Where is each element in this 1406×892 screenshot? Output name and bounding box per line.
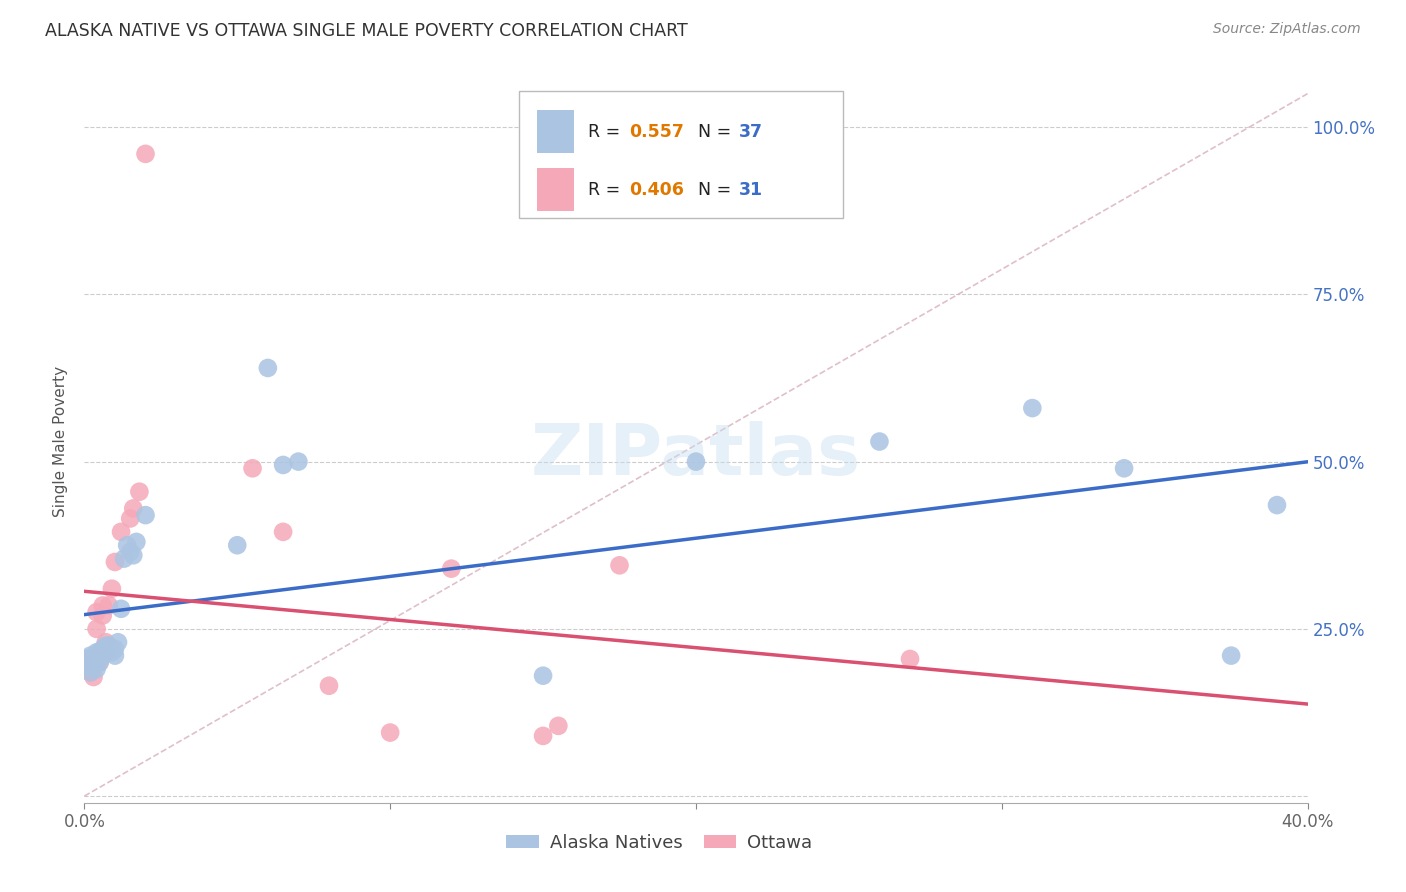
Point — [104, 555, 127, 569]
Point — [76, 652, 98, 666]
Point — [83, 652, 105, 666]
Point — [107, 635, 129, 649]
Point — [97, 599, 120, 613]
Point — [101, 645, 124, 659]
Point — [1114, 461, 1136, 475]
Point — [112, 551, 135, 566]
Point — [440, 562, 463, 576]
Point — [86, 645, 108, 659]
Point — [101, 582, 124, 596]
Point — [869, 434, 891, 449]
Point — [104, 648, 127, 663]
Point — [97, 639, 120, 653]
Point — [76, 658, 98, 673]
Point — [91, 642, 114, 657]
Text: N =: N = — [699, 122, 737, 141]
Point — [135, 508, 157, 523]
Point — [89, 645, 111, 659]
Point — [79, 665, 101, 680]
FancyBboxPatch shape — [519, 91, 842, 218]
Point — [89, 645, 111, 659]
Point — [79, 655, 101, 669]
Point — [122, 548, 145, 563]
Y-axis label: Single Male Poverty: Single Male Poverty — [53, 366, 69, 517]
Point — [242, 461, 264, 475]
Point — [94, 639, 117, 653]
FancyBboxPatch shape — [537, 110, 574, 153]
Point — [271, 524, 294, 539]
Text: 31: 31 — [738, 181, 763, 199]
Point — [531, 669, 554, 683]
Point — [110, 524, 132, 539]
Point — [1220, 648, 1243, 663]
Point — [91, 608, 114, 623]
Point — [79, 648, 101, 663]
Point — [83, 658, 105, 673]
Point — [115, 538, 138, 552]
Point — [76, 658, 98, 673]
Text: ALASKA NATIVE VS OTTAWA SINGLE MALE POVERTY CORRELATION CHART: ALASKA NATIVE VS OTTAWA SINGLE MALE POVE… — [45, 22, 688, 40]
Point — [609, 558, 631, 573]
Text: R =: R = — [588, 181, 626, 199]
Point — [125, 535, 148, 549]
Point — [685, 455, 707, 469]
Point — [120, 545, 142, 559]
Point — [547, 719, 569, 733]
Point — [89, 655, 111, 669]
Text: 0.557: 0.557 — [628, 122, 683, 141]
Text: 37: 37 — [738, 122, 763, 141]
Point — [94, 645, 117, 659]
Point — [271, 458, 294, 472]
Point — [226, 538, 249, 552]
Point — [91, 648, 114, 663]
Point — [120, 511, 142, 525]
Point — [287, 455, 309, 469]
Point — [83, 658, 105, 673]
Point — [76, 652, 98, 666]
Point — [86, 622, 108, 636]
Point — [91, 599, 114, 613]
Point — [128, 484, 150, 499]
Point — [94, 635, 117, 649]
Text: Source: ZipAtlas.com: Source: ZipAtlas.com — [1213, 22, 1361, 37]
Text: 0.406: 0.406 — [628, 181, 683, 199]
Text: N =: N = — [699, 181, 737, 199]
Text: R =: R = — [588, 122, 626, 141]
Point — [86, 605, 108, 619]
Point — [122, 501, 145, 516]
Text: ZIPatlas: ZIPatlas — [531, 422, 860, 491]
FancyBboxPatch shape — [537, 168, 574, 211]
Point — [531, 729, 554, 743]
Point — [104, 642, 127, 657]
Point — [89, 655, 111, 669]
Point — [898, 652, 921, 666]
Legend: Alaska Natives, Ottawa: Alaska Natives, Ottawa — [499, 826, 820, 859]
Point — [1265, 498, 1288, 512]
Point — [94, 645, 117, 659]
Point — [110, 602, 132, 616]
Point — [83, 670, 105, 684]
Point — [135, 146, 157, 161]
Point — [318, 679, 340, 693]
Point — [1021, 401, 1043, 416]
Point — [380, 725, 402, 739]
Point — [86, 662, 108, 676]
Point — [257, 361, 280, 376]
Point — [79, 665, 101, 680]
